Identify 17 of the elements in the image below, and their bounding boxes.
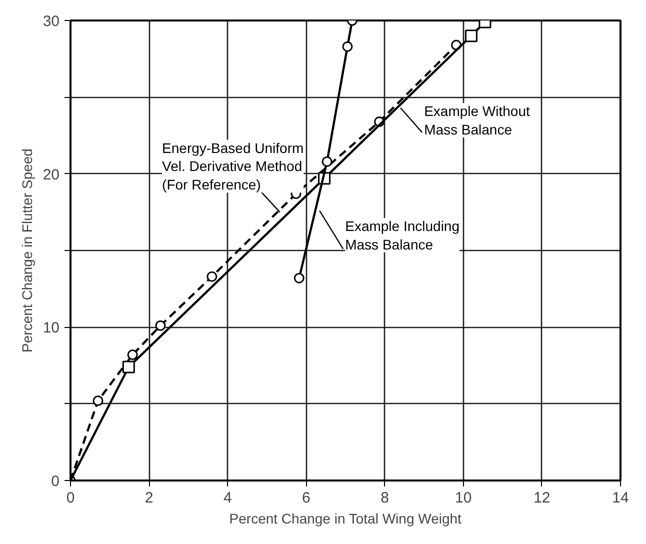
y-tick-label: 0 (51, 473, 60, 490)
x-tick-label: 10 (455, 490, 472, 506)
y-tick-label: 20 (42, 166, 60, 184)
y-tick-label: 30 (42, 13, 60, 30)
x-tick-label: 6 (302, 490, 310, 506)
x-tick-label: 8 (380, 490, 389, 506)
annotation: Example Including Mass Balance (345, 218, 460, 252)
y-tick-label: 10 (42, 320, 60, 337)
y-axis-title: Percent Change in Flutter Speed (18, 148, 35, 352)
x-tick-label: 14 (612, 490, 629, 506)
x-tick-label: 0 (66, 490, 75, 506)
x-tick-label: 4 (223, 490, 232, 506)
x-axis-title: Percent Change in Total Wing Weight (229, 510, 462, 526)
x-tick-label: 12 (534, 490, 550, 506)
annotation: Energy-Based Uniform Vel. Derivative Method (For Reference) (162, 140, 304, 193)
x-tick-label: 2 (144, 490, 154, 506)
annotation: Example Without Mass Balance (424, 102, 530, 138)
